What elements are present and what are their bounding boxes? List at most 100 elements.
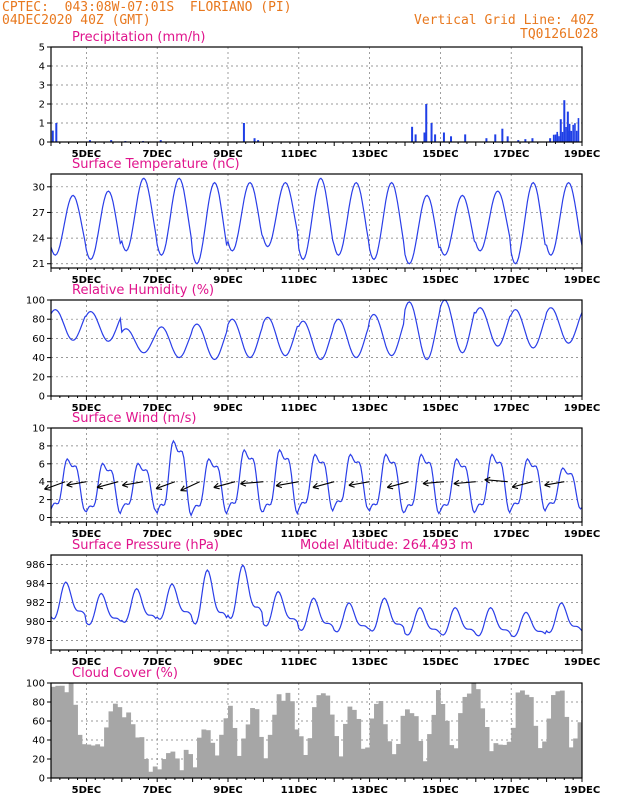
x-tick-label: 13DEC xyxy=(351,657,387,668)
wind-arrow-head xyxy=(240,479,246,485)
panel-1: Surface Temperature (nC) 21 24 27 30 5DEC 7DEC… xyxy=(32,157,600,286)
precip-bar xyxy=(558,136,560,142)
wind-arrow-head xyxy=(213,482,219,488)
cloud-bar xyxy=(68,683,74,778)
x-tick-label: 7DEC xyxy=(142,657,171,668)
cloud-bar xyxy=(312,707,317,778)
x-tick-label: 9DEC xyxy=(213,785,242,796)
cloud-bar xyxy=(214,755,220,778)
series-line xyxy=(50,299,583,361)
cloud-bar xyxy=(197,737,202,778)
wind-arrow xyxy=(387,481,409,488)
y-tick-label: 80 xyxy=(32,698,45,709)
cloud-bar xyxy=(458,713,463,778)
cloud-bar xyxy=(281,700,286,778)
cloud-bar xyxy=(179,770,185,778)
panel-title: Surface Wind (m/s) xyxy=(72,411,196,426)
cloud-bar xyxy=(232,727,238,778)
x-tick-label: 17DEC xyxy=(493,403,529,414)
cloud-bar xyxy=(135,737,140,778)
cloud-bar xyxy=(298,736,304,778)
wind-arrow xyxy=(96,481,119,488)
cloud-bar xyxy=(205,730,211,778)
cloud-bar xyxy=(422,761,428,778)
wind-arrow-head xyxy=(386,482,393,488)
cloud-bar xyxy=(338,756,344,778)
header-date: 04DEC2020 40Z (GMT) xyxy=(2,13,151,28)
x-tick-label: 17DEC xyxy=(493,785,529,796)
cloud-bar xyxy=(161,759,167,778)
cloud-bar xyxy=(369,718,375,778)
cloud-bar xyxy=(307,738,313,778)
y-tick-label: 0 xyxy=(39,513,45,524)
x-tick-label: 19DEC xyxy=(564,785,600,796)
wind-arrow xyxy=(155,481,176,490)
cloud-bar xyxy=(316,695,322,778)
cloud-bar xyxy=(329,714,335,778)
cloud-bar xyxy=(537,748,543,778)
cloud-bar xyxy=(356,718,362,778)
precip-bar xyxy=(531,138,534,142)
y-tick-label: 1 xyxy=(39,119,45,130)
cloud-bar xyxy=(431,714,437,778)
x-tick-label: 19DEC xyxy=(564,275,600,286)
x-tick-label: 19DEC xyxy=(564,403,600,414)
cloud-bar xyxy=(157,769,163,778)
wind-arrow-head xyxy=(156,488,163,491)
precip-bar xyxy=(556,131,559,142)
cloud-bar xyxy=(405,709,410,778)
x-tick-label: 7DEC xyxy=(142,275,171,286)
cloud-bar xyxy=(343,723,348,778)
y-tick-label: 2 xyxy=(39,100,45,111)
cloud-bar xyxy=(520,690,525,778)
y-tick-label: 986 xyxy=(26,560,45,571)
precip-bar xyxy=(566,111,569,142)
panel-title: Surface Pressure (hPa) xyxy=(72,538,219,553)
y-tick-label: 980 xyxy=(26,617,45,628)
cloud-bar xyxy=(201,729,207,778)
cloud-bar xyxy=(236,755,242,778)
cloud-bar xyxy=(73,704,78,778)
cloud-bar xyxy=(90,745,96,778)
x-tick-label: 17DEC xyxy=(493,149,529,160)
cloud-bar xyxy=(254,709,260,778)
y-tick-label: 6 xyxy=(39,459,45,470)
precip-bar xyxy=(559,129,562,142)
cloud-bar xyxy=(192,767,198,778)
cloud-bar xyxy=(497,744,503,778)
cloud-bar xyxy=(480,708,486,778)
precip-bar xyxy=(572,124,574,142)
wind-arrow-head xyxy=(275,481,282,487)
precip-bar xyxy=(549,138,552,142)
panel-frame xyxy=(50,46,583,143)
precip-bar xyxy=(434,134,437,142)
precip-bar xyxy=(567,134,569,142)
cloud-bar xyxy=(440,704,446,778)
cloud-bar xyxy=(170,751,176,778)
cloud-bar xyxy=(263,758,269,778)
panel-title: Relative Humidity (%) xyxy=(72,283,214,298)
header-code: TQ0126L028 xyxy=(520,27,599,42)
wind-arrow-head xyxy=(312,482,318,488)
cloud-bar xyxy=(86,744,92,778)
wind-arrow xyxy=(122,481,144,486)
x-tick-label: 15DEC xyxy=(422,657,458,668)
panel-title: Precipitation (mm/h) xyxy=(72,30,205,45)
y-tick-label: 0 xyxy=(39,138,45,149)
wind-arrow-head xyxy=(155,483,161,489)
x-tick-label: 13DEC xyxy=(351,149,387,160)
cloud-bar xyxy=(365,747,370,778)
y-tick-label: 984 xyxy=(26,579,45,590)
cloud-bar xyxy=(502,744,508,778)
cloud-bar xyxy=(95,744,101,778)
panel-0: Precipitation (mm/h) 0 1 2 3 4 5 5DEC 7DEC 9DEC 11… xyxy=(39,30,601,160)
cloud-bar xyxy=(546,718,552,778)
wind-arrow-head xyxy=(240,483,247,487)
series-line xyxy=(50,439,583,518)
precip-bar xyxy=(242,123,245,142)
y-tick-label: 80 xyxy=(32,315,45,326)
wind-arrow-head xyxy=(96,486,103,490)
cloud-bar xyxy=(533,725,539,778)
x-tick-label: 7DEC xyxy=(142,529,171,540)
wind-arrow-head xyxy=(122,481,128,486)
